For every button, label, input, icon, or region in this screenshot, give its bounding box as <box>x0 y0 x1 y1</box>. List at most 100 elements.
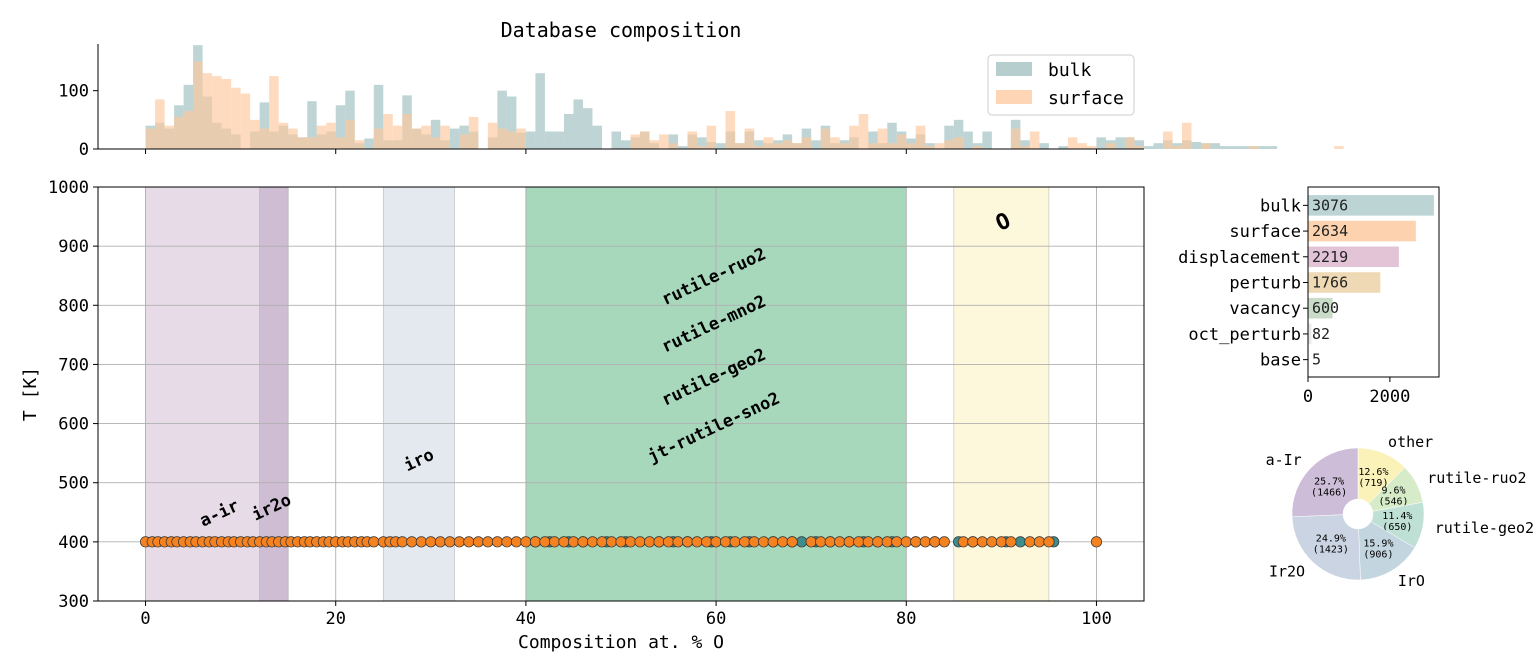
pie-pct-other: 12.6% <box>1358 467 1388 478</box>
hist-bar-surface <box>868 143 878 149</box>
y-tick-label: 900 <box>58 237 89 257</box>
hist-bar-surface <box>706 125 717 149</box>
point-surface <box>872 536 884 548</box>
point-surface <box>786 536 798 548</box>
pie-pct-IrO: 15.9% <box>1363 538 1393 549</box>
hist-bar-surface <box>896 134 907 149</box>
histogram-panel: Database composition 0 100 bulk surface <box>58 18 1344 160</box>
point-surface <box>501 536 513 548</box>
point-surface <box>425 536 437 548</box>
hist-bar-bulk <box>335 105 346 149</box>
point-surface <box>891 536 903 548</box>
pie-count-rutile-geo2: (650) <box>1382 522 1412 533</box>
x-tick-label: 60 <box>706 609 726 629</box>
hist-bar-surface <box>820 128 831 149</box>
hist-bar-surface <box>801 137 812 149</box>
count-label-perturb: perturb <box>1229 274 1301 294</box>
point-surface <box>900 536 912 548</box>
pie-count-Ir2O: (1423) <box>1313 544 1349 555</box>
count-bar-displacement <box>1308 246 1399 268</box>
point-surface <box>824 536 836 548</box>
pie-slice-a-Ir <box>1291 447 1359 518</box>
count-value-base: 5 <box>1312 351 1321 369</box>
hist-bar-bulk <box>592 125 602 149</box>
count-value-vacancy: 600 <box>1312 299 1339 317</box>
point-surface <box>1024 536 1036 548</box>
point-bulk <box>796 536 808 548</box>
point-surface <box>853 536 865 548</box>
hist-bar-bulk <box>944 125 954 149</box>
legend: bulk surface <box>987 54 1135 116</box>
hist-bar-surface <box>858 114 869 149</box>
hist-bar-surface <box>326 122 336 149</box>
hist-bar-surface <box>649 140 660 149</box>
hist-bar-surface <box>1124 137 1135 149</box>
count-x-tick-label: 0 <box>1303 387 1313 407</box>
hist-bar-surface <box>373 128 384 149</box>
point-surface <box>767 536 779 548</box>
hist-bar-surface <box>459 134 469 149</box>
x-tick-label: 40 <box>516 609 536 629</box>
point-surface <box>929 536 941 548</box>
hist-bar-surface <box>697 146 707 149</box>
hist-y-tick-label: 0 <box>79 140 89 160</box>
counts-panel: 3076 bulk 2634 surface 2219 displacement 1766 p… <box>1178 186 1440 407</box>
hist-bar-bulk <box>1096 137 1106 149</box>
point-surface <box>805 536 817 548</box>
hist-bar-bulk <box>1134 140 1144 149</box>
point-surface <box>463 536 475 548</box>
point-surface <box>834 536 846 548</box>
hist-bar-surface <box>782 140 793 149</box>
point-surface <box>701 536 713 548</box>
hist-bar-bulk <box>716 143 726 149</box>
y-tick-label: 600 <box>58 415 89 435</box>
hist-bar-surface <box>145 128 156 149</box>
region-ir2o <box>259 187 289 601</box>
hist-bar-surface <box>250 119 260 149</box>
hist-bar-surface <box>468 116 479 149</box>
pie-label-a-Ir: a-Ir <box>1266 451 1302 469</box>
hist-bar-surface <box>735 143 745 149</box>
histogram-bars <box>145 45 1344 149</box>
hist-bar-surface <box>659 134 669 149</box>
count-value-displacement: 2219 <box>1312 248 1348 266</box>
count-value-surface: 2634 <box>1312 222 1348 240</box>
hist-bar-surface <box>630 134 641 149</box>
point-surface <box>624 536 637 548</box>
hist-bar-surface <box>1067 137 1078 149</box>
point-surface <box>682 536 694 548</box>
hist-bar-surface <box>953 137 964 149</box>
hist-bar-bulk <box>868 131 878 149</box>
pie-slice-IrO <box>1358 521 1416 581</box>
hist-bar-surface <box>183 111 194 149</box>
point-surface <box>662 536 675 548</box>
hist-bar-bulk <box>1058 146 1068 149</box>
point-surface <box>986 536 998 548</box>
hist-bar-bulk <box>1220 146 1230 149</box>
hist-bar-bulk <box>1210 143 1221 149</box>
hist-bar-surface <box>497 128 507 149</box>
hist-bar-surface <box>1163 131 1173 149</box>
point-surface <box>586 536 599 548</box>
hist-bar-surface <box>212 76 222 149</box>
count-bar-vacancy <box>1308 297 1333 319</box>
hist-bar-surface <box>972 146 983 149</box>
hist-bar-bulk <box>573 99 583 149</box>
pie-pct-rutile-ruo2: 9.6% <box>1381 486 1405 497</box>
hist-bar-surface <box>1086 146 1097 149</box>
y-tick-label: 300 <box>58 592 89 612</box>
hist-bar-surface <box>668 143 679 149</box>
hist-bar-bulk <box>364 138 374 149</box>
point-surface <box>843 536 855 548</box>
hist-bar-bulk <box>345 90 355 149</box>
hist-bar-surface <box>792 143 802 149</box>
hist-bar-surface <box>849 125 859 149</box>
count-value-oct_perturb: 82 <box>1312 325 1330 343</box>
hist-bar-bulk <box>887 122 897 149</box>
hist-y-tick-label: 100 <box>58 82 89 102</box>
pie-panel: 12.6%(719) other 9.6%(546) rutile-ruo2 11.4%… <box>1266 433 1535 590</box>
hist-bar-surface <box>440 125 450 149</box>
point-surface <box>634 536 646 548</box>
region-O <box>953 187 1049 601</box>
hist-bar-bulk <box>1020 140 1030 149</box>
